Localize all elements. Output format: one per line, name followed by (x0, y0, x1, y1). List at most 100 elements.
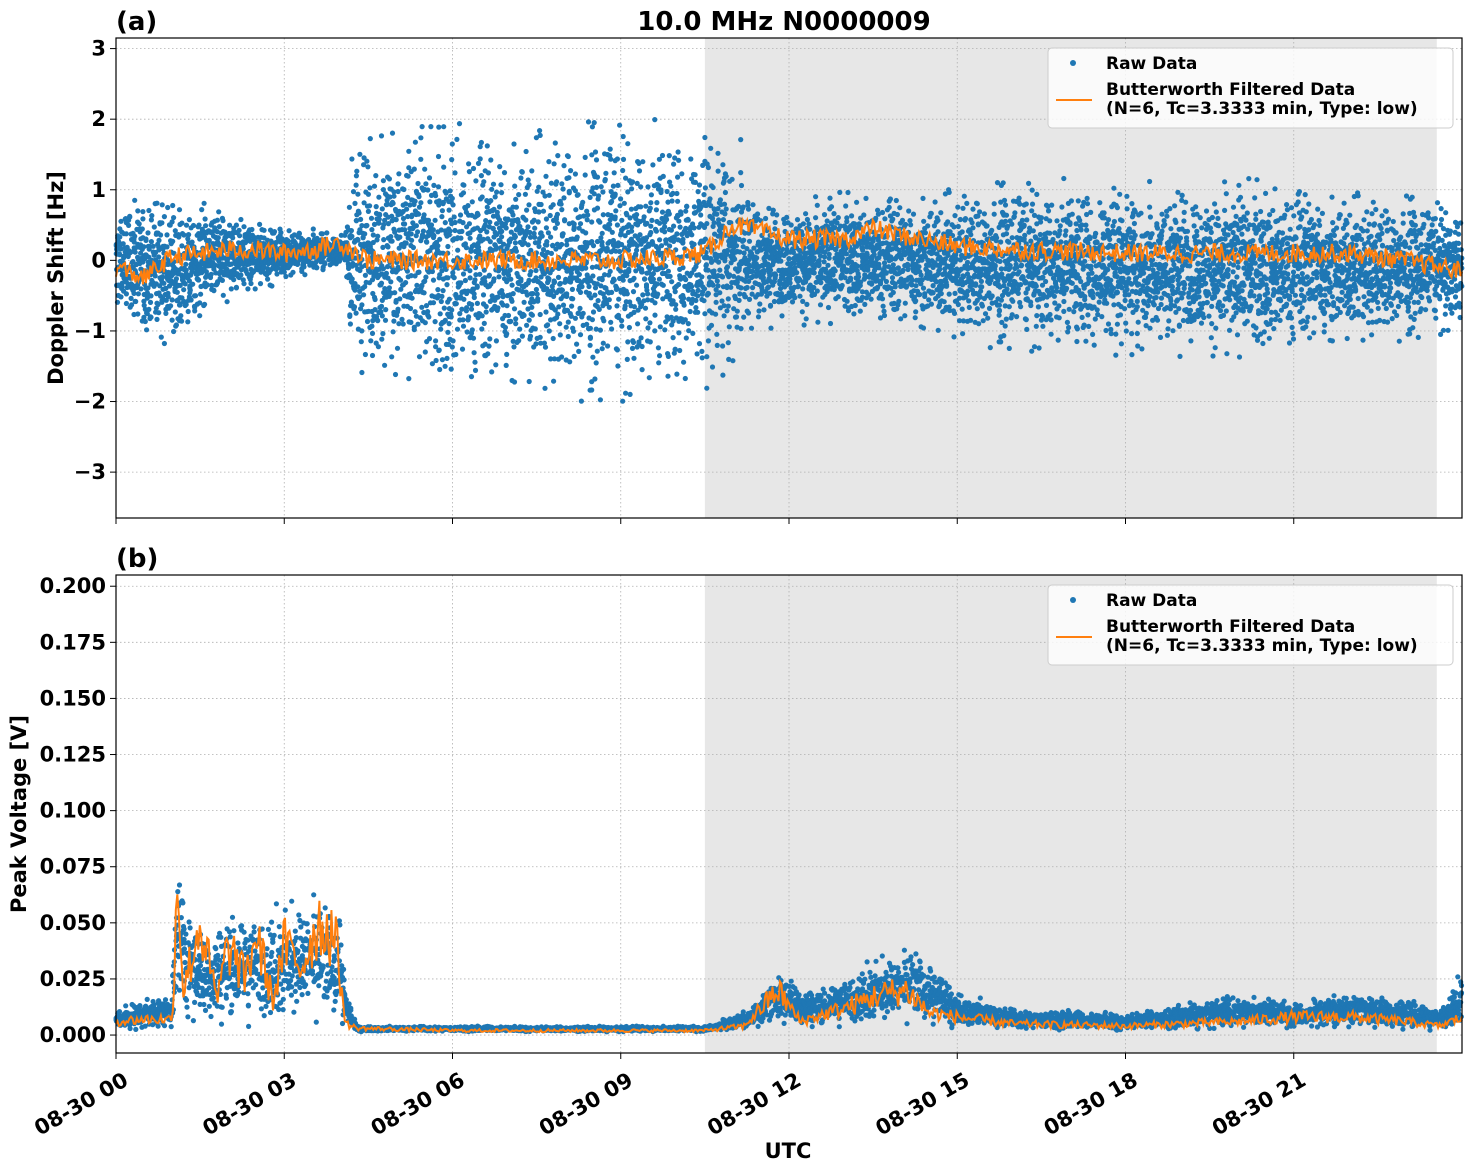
raw-data-point (485, 170, 491, 176)
raw-data-point (452, 227, 458, 234)
raw-data-point (401, 186, 407, 193)
raw-data-point (516, 338, 522, 344)
raw-data-point (138, 286, 144, 292)
raw-data-point (397, 296, 403, 302)
raw-data-point (705, 164, 712, 171)
raw-data-point (141, 244, 147, 250)
raw-data-point (139, 226, 145, 232)
raw-data-point (176, 234, 182, 240)
raw-data-point (416, 269, 422, 275)
raw-data-point (174, 289, 180, 295)
raw-data-point (750, 202, 756, 208)
raw-data-point (155, 301, 161, 308)
raw-data-point (964, 259, 971, 266)
raw-data-point (452, 219, 458, 226)
raw-data-point (271, 229, 278, 235)
raw-data-point (487, 239, 493, 245)
raw-data-point (533, 341, 539, 347)
raw-data-point (171, 328, 177, 335)
raw-data-point (127, 214, 133, 220)
raw-data-point (893, 197, 899, 204)
raw-data-point (519, 333, 526, 339)
raw-data-point (925, 223, 931, 229)
raw-data-point (453, 301, 459, 307)
raw-data-point (691, 204, 698, 210)
raw-data-point (249, 226, 255, 233)
raw-data-point (451, 275, 457, 281)
raw-data-point (508, 318, 514, 324)
raw-data-point (211, 288, 217, 294)
raw-data-point (451, 214, 457, 220)
raw-data-point (638, 204, 644, 210)
raw-data-point (683, 208, 689, 214)
raw-data-point (717, 197, 724, 203)
raw-data-point (860, 247, 866, 253)
raw-data-point (817, 302, 824, 308)
raw-data-point (585, 212, 591, 218)
raw-data-point (784, 214, 790, 220)
raw-data-point (577, 332, 584, 338)
raw-data-point (703, 262, 710, 268)
raw-data-point (450, 202, 456, 208)
raw-data-point (418, 200, 424, 206)
raw-data-point (926, 297, 932, 303)
raw-data-point (656, 276, 663, 282)
raw-data-point (883, 278, 890, 285)
raw-data-point (564, 293, 570, 299)
raw-data-point (695, 293, 701, 299)
raw-data-point (580, 310, 586, 316)
raw-data-point (756, 308, 762, 314)
raw-data-point (147, 299, 154, 305)
raw-data-point (955, 204, 961, 210)
raw-data-point (224, 299, 230, 305)
raw-data-point (459, 228, 465, 234)
raw-data-point (638, 184, 644, 190)
raw-data-point (689, 232, 695, 238)
raw-data-point (507, 267, 513, 273)
raw-data-point (392, 371, 399, 378)
raw-data-point (681, 295, 687, 301)
raw-data-point (659, 152, 666, 159)
raw-data-point (378, 303, 385, 309)
raw-data-point (569, 286, 576, 292)
raw-data-point (606, 304, 612, 310)
raw-data-point (847, 277, 854, 283)
raw-data-point (675, 149, 681, 155)
raw-data-point (365, 191, 371, 197)
raw-data-point (625, 339, 631, 345)
raw-data-point (436, 124, 442, 130)
raw-data-point (390, 200, 396, 206)
raw-data-point (770, 207, 776, 213)
raw-data-point (645, 184, 651, 190)
raw-data-point (179, 220, 185, 226)
raw-data-point (546, 276, 552, 282)
raw-data-point (861, 212, 867, 218)
raw-data-point (421, 212, 427, 218)
raw-data-point (185, 308, 191, 315)
raw-data-point (424, 239, 430, 245)
raw-data-point (906, 208, 912, 214)
raw-data-point (375, 318, 381, 324)
raw-data-point (602, 176, 608, 183)
raw-data-point (708, 322, 715, 328)
raw-data-point (702, 185, 709, 191)
raw-data-point (837, 189, 843, 195)
raw-data-point (673, 302, 679, 308)
raw-data-point (395, 181, 401, 187)
raw-data-point (551, 279, 558, 285)
raw-data-point (704, 221, 710, 227)
raw-data-point (763, 215, 769, 222)
raw-data-point (521, 299, 527, 305)
raw-data-point (501, 241, 507, 247)
raw-data-point (245, 286, 251, 292)
raw-data-point (148, 217, 154, 223)
raw-data-point (660, 173, 666, 179)
raw-data-point (578, 398, 585, 404)
raw-data-point (707, 196, 713, 202)
raw-data-point (970, 225, 976, 231)
raw-data-point (560, 231, 566, 237)
raw-data-point (620, 167, 626, 174)
raw-data-point (669, 198, 675, 204)
raw-data-point (170, 238, 176, 244)
raw-data-point (620, 133, 626, 140)
